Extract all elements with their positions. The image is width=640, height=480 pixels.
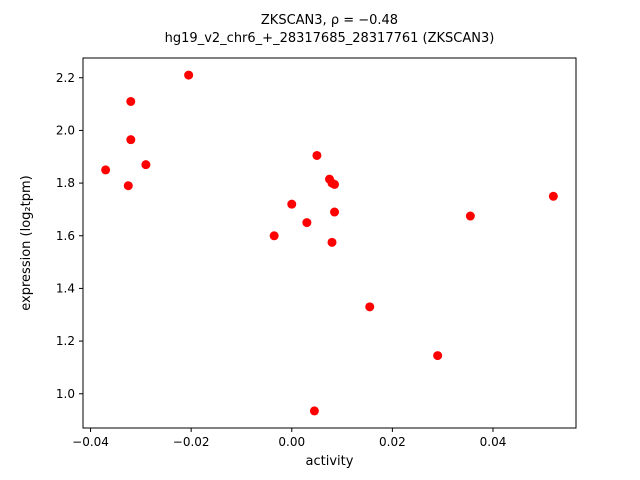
data-point [123, 181, 133, 191]
data-point [433, 351, 443, 361]
y-axis-tick-label: 1.2 [56, 334, 75, 348]
chart-title: ZKSCAN3, ρ = −0.48 [260, 13, 399, 28]
axes-frame [82, 57, 577, 429]
data-point [312, 150, 322, 160]
data-point [287, 199, 297, 209]
y-axis-tick-label: 1.0 [56, 387, 75, 401]
data-point [309, 406, 319, 416]
chart-subtitle: hg19_v2_chr6_+_28317685_28317761 (ZKSCAN… [164, 30, 495, 46]
title-block: ZKSCAN3, ρ = −0.48 hg19_v2_chr6_+_283176… [83, 12, 576, 47]
data-point [184, 70, 194, 80]
y-axis-label: expression (log₂tpm) [19, 175, 34, 310]
y-axis-tick-label: 2.0 [56, 123, 75, 137]
x-axis-label: activity [306, 454, 354, 469]
y-axis-tick-label: 1.8 [56, 176, 75, 190]
data-point [101, 165, 111, 175]
y-axis-tick-label: 2.2 [56, 71, 75, 85]
y-axis-tick-label: 1.4 [56, 281, 75, 295]
data-point [302, 218, 312, 228]
x-axis-tick-label: 0.02 [379, 435, 406, 449]
data-point [330, 179, 340, 189]
data-point [327, 237, 337, 247]
data-point [365, 302, 375, 312]
data-point [330, 207, 340, 217]
data-point [126, 96, 136, 106]
data-point [126, 135, 136, 145]
x-axis-tick-label: 0.04 [480, 435, 507, 449]
x-axis-tick-label: 0.00 [278, 435, 305, 449]
x-axis-tick-label: −0.02 [173, 435, 210, 449]
y-axis-tick-label: 1.6 [56, 229, 75, 243]
x-axis-tick-label: −0.04 [72, 435, 109, 449]
data-point [465, 211, 475, 221]
data-point [548, 191, 558, 201]
data-point [141, 160, 151, 170]
data-point [269, 231, 279, 241]
